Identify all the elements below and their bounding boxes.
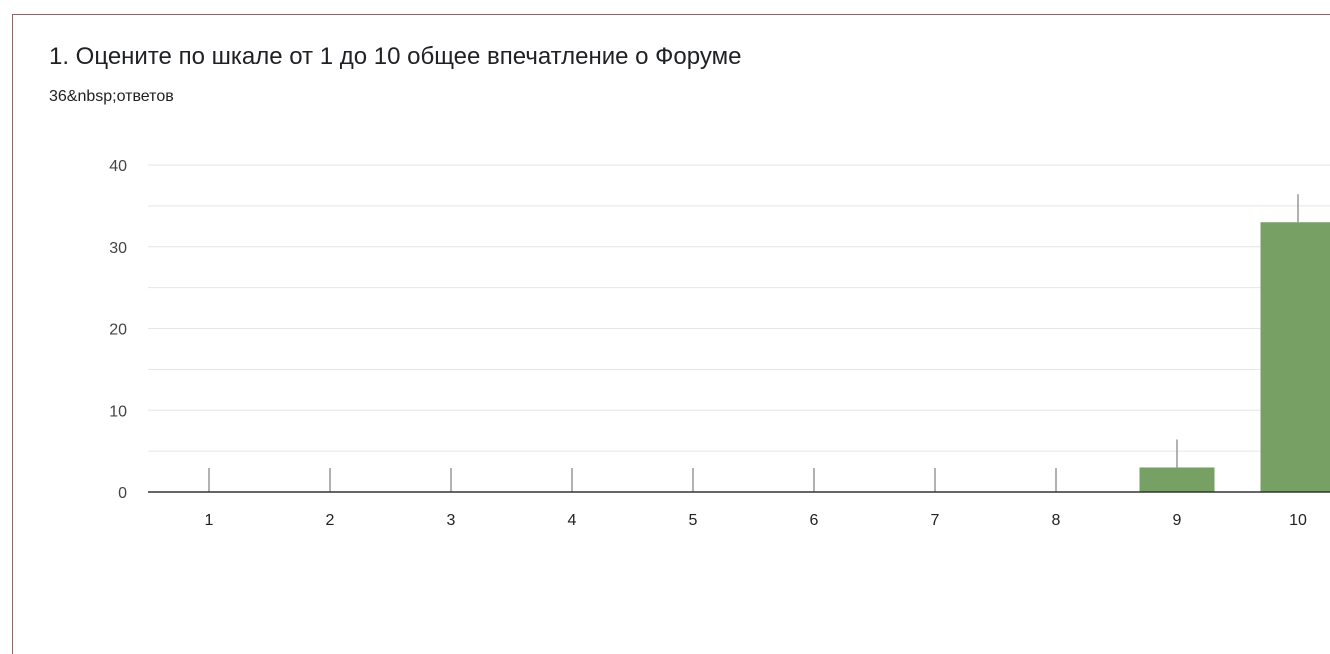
y-tick-label: 0	[118, 485, 127, 502]
x-tick-label: 10	[1289, 512, 1307, 529]
x-tick-label: 3	[447, 512, 456, 529]
y-tick-label: 40	[109, 158, 127, 175]
x-tick-label: 4	[568, 512, 577, 529]
x-tick-label: 9	[1173, 512, 1182, 529]
bar	[1140, 467, 1215, 492]
bar-chart: 0 10 20 30 40 1 2 3 4 5 6 7 8 9 10	[0, 0, 1330, 623]
y-tick-label: 10	[109, 403, 127, 420]
bar	[1261, 222, 1330, 492]
y-tick-label: 30	[109, 240, 127, 257]
x-tick-label: 7	[931, 512, 940, 529]
x-tick-label: 5	[689, 512, 698, 529]
x-tick-label: 2	[326, 512, 335, 529]
x-tick-label: 1	[205, 512, 214, 529]
x-tick-label: 8	[1052, 512, 1061, 529]
y-tick-label: 20	[109, 322, 127, 339]
x-tick-label: 6	[810, 512, 819, 529]
